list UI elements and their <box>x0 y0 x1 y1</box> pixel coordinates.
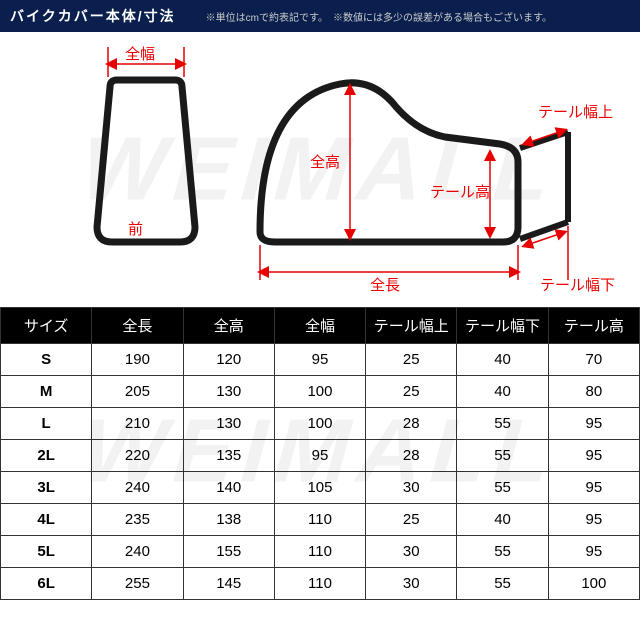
col-tail-height: テール高 <box>548 308 639 344</box>
cell-size: 6L <box>1 568 92 600</box>
cell-value: 95 <box>548 440 639 472</box>
cell-size: 2L <box>1 440 92 472</box>
col-height: 全高 <box>183 308 274 344</box>
cell-value: 255 <box>92 568 183 600</box>
cell-size: M <box>1 376 92 408</box>
table-row: 6L2551451103055100 <box>1 568 640 600</box>
cell-value: 28 <box>366 408 457 440</box>
cell-value: 138 <box>183 504 274 536</box>
col-size: サイズ <box>1 308 92 344</box>
cell-value: 240 <box>92 536 183 568</box>
cell-value: 25 <box>366 376 457 408</box>
cell-value: 95 <box>548 472 639 504</box>
cell-value: 110 <box>274 504 365 536</box>
cell-value: 25 <box>366 504 457 536</box>
cell-value: 55 <box>457 440 548 472</box>
cell-value: 235 <box>92 504 183 536</box>
cell-value: 30 <box>366 472 457 504</box>
cell-value: 220 <box>92 440 183 472</box>
label-front: 前 <box>128 221 143 238</box>
cell-value: 95 <box>548 504 639 536</box>
cell-value: 80 <box>548 376 639 408</box>
cell-size: S <box>1 344 92 376</box>
table-row: 5L240155110305595 <box>1 536 640 568</box>
cell-value: 240 <box>92 472 183 504</box>
cell-size: 5L <box>1 536 92 568</box>
tail-bottom-edge <box>520 222 568 239</box>
table-row: 4L235138110254095 <box>1 504 640 536</box>
cell-value: 55 <box>457 536 548 568</box>
cell-value: 145 <box>183 568 274 600</box>
table-row: M205130100254080 <box>1 376 640 408</box>
label-length: 全長 <box>370 276 400 294</box>
col-tail-width-top: テール幅上 <box>366 308 457 344</box>
cell-value: 110 <box>274 568 365 600</box>
cell-value: 95 <box>274 440 365 472</box>
cell-value: 95 <box>548 536 639 568</box>
header-note: ※単位はcmで約表記です。 ※数値には多少の誤差がある場合もございます。 <box>206 9 552 24</box>
cell-value: 130 <box>183 376 274 408</box>
cell-value: 135 <box>183 440 274 472</box>
cell-value: 155 <box>183 536 274 568</box>
cell-value: 40 <box>457 344 548 376</box>
table-row: 2L22013595285595 <box>1 440 640 472</box>
cell-value: 95 <box>274 344 365 376</box>
label-tail-height: テール高 <box>430 184 490 201</box>
cell-value: 140 <box>183 472 274 504</box>
size-table: サイズ 全長 全高 全幅 テール幅上 テール幅下 テール高 S190120952… <box>0 307 640 600</box>
front-shape <box>97 80 195 242</box>
side-shape <box>260 83 518 242</box>
cell-value: 210 <box>92 408 183 440</box>
label-tail-width-bottom: テール幅下 <box>540 277 615 294</box>
tail-top-edge <box>520 132 568 148</box>
header-title: バイクカバー本体/寸法 <box>10 6 176 26</box>
cell-value: 110 <box>274 536 365 568</box>
cell-value: 55 <box>457 408 548 440</box>
cell-value: 55 <box>457 568 548 600</box>
cell-value: 55 <box>457 472 548 504</box>
table-header-row: サイズ 全長 全高 全幅 テール幅上 テール幅下 テール高 <box>1 308 640 344</box>
table-row: S19012095254070 <box>1 344 640 376</box>
cell-size: L <box>1 408 92 440</box>
label-width: 全幅 <box>125 45 155 63</box>
table-row: 3L240140105305595 <box>1 472 640 504</box>
cell-value: 130 <box>183 408 274 440</box>
label-height: 全高 <box>310 153 340 171</box>
cell-value: 105 <box>274 472 365 504</box>
col-width: 全幅 <box>274 308 365 344</box>
cell-value: 40 <box>457 504 548 536</box>
header-bar: バイクカバー本体/寸法 ※単位はcmで約表記です。 ※数値には多少の誤差がある場… <box>0 0 640 32</box>
cell-value: 100 <box>274 376 365 408</box>
cell-value: 28 <box>366 440 457 472</box>
cell-value: 100 <box>274 408 365 440</box>
cell-value: 120 <box>183 344 274 376</box>
cell-value: 100 <box>548 568 639 600</box>
cell-value: 70 <box>548 344 639 376</box>
table-row: L210130100285595 <box>1 408 640 440</box>
cell-value: 190 <box>92 344 183 376</box>
cell-value: 30 <box>366 568 457 600</box>
col-length: 全長 <box>92 308 183 344</box>
label-tail-width-top: テール幅上 <box>538 104 613 121</box>
cell-value: 95 <box>548 408 639 440</box>
cell-size: 4L <box>1 504 92 536</box>
cell-value: 40 <box>457 376 548 408</box>
cell-value: 30 <box>366 536 457 568</box>
dimension-diagram: WEIMALL 前 全幅 全高 全長 <box>0 32 640 307</box>
col-tail-width-bottom: テール幅下 <box>457 308 548 344</box>
cell-value: 205 <box>92 376 183 408</box>
cell-size: 3L <box>1 472 92 504</box>
cell-value: 25 <box>366 344 457 376</box>
